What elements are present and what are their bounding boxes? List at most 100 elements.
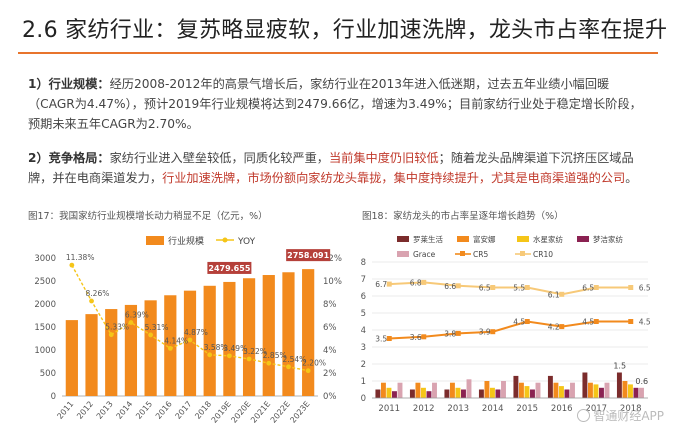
paragraph-competition: 2）竞争格局：家纺行业进入壁垒较低，同质化较严重，当前集中度仍旧较低；随着龙头品…	[28, 148, 652, 188]
yoy-data-label: 6.39%	[125, 311, 149, 320]
bar	[478, 389, 484, 398]
bar	[535, 382, 541, 398]
line-data-label: 6.8	[410, 278, 422, 287]
bar	[397, 382, 403, 398]
yoy-data-label: 5.33%	[105, 323, 129, 332]
x-tick-label: 2012	[413, 404, 435, 414]
y-tick-label: 7	[361, 275, 366, 285]
line-data-label: 3.5	[375, 335, 387, 344]
bar	[65, 320, 78, 396]
yoy-data-label: 4.87%	[184, 328, 208, 337]
bar	[461, 389, 466, 398]
yoy-point	[89, 298, 94, 304]
legend-swatch	[146, 236, 164, 245]
bar	[513, 375, 519, 398]
y-tick-label: 1	[361, 377, 366, 387]
watermark-text: 智通财经APP	[593, 409, 664, 423]
bar	[570, 382, 575, 398]
y2-tick-label: 12%	[323, 254, 342, 264]
line-data-label: 5.5	[513, 284, 525, 293]
yoy-data-label: 5.31%	[145, 323, 169, 332]
line-point	[628, 285, 634, 290]
y2-tick-label: 6%	[323, 323, 337, 333]
bar	[501, 381, 506, 398]
bar	[282, 272, 295, 396]
line-point	[455, 330, 461, 336]
bar	[164, 295, 177, 396]
legend-swatch	[517, 236, 529, 242]
y-tick-label: 8	[361, 258, 366, 268]
bar-callout-box	[207, 261, 252, 274]
y2-tick-label: 8%	[323, 300, 337, 310]
bar	[85, 314, 98, 396]
bar	[432, 382, 437, 398]
series-line	[389, 281, 631, 296]
bar	[455, 387, 461, 398]
yoy-point	[305, 368, 311, 374]
watermark: 智通财经APP	[577, 407, 664, 424]
bar	[262, 275, 275, 396]
x-tick-label: 2013	[447, 404, 469, 414]
y-tick-label: 2000	[34, 300, 56, 310]
legend-marker	[460, 251, 465, 256]
bar	[582, 372, 588, 398]
bar-callout-label: 2479.655	[208, 264, 250, 273]
line-data-label: 4.5	[582, 318, 594, 327]
legend-label: CR5	[473, 250, 488, 259]
bar	[616, 372, 622, 398]
y-tick-label: 6	[361, 292, 366, 302]
legend-swatch	[397, 236, 409, 242]
line-data-label: 6.5	[639, 284, 651, 293]
bar	[375, 389, 381, 398]
bar	[426, 391, 432, 398]
line-data-label: 6.6	[444, 282, 456, 291]
line-point	[386, 281, 392, 287]
bar	[547, 375, 553, 398]
bar	[530, 389, 535, 398]
watermark-logo-icon	[577, 409, 591, 422]
bar	[466, 379, 472, 398]
bar-data-label: 1.5	[613, 362, 626, 371]
yoy-point	[167, 345, 173, 351]
figure17-title: 图17：我国家纺行业规模增长动力稍显不足（亿元，%）	[28, 211, 268, 222]
line-data-label: 6.7	[375, 280, 387, 289]
bar	[386, 387, 392, 398]
x-tick-label: 2017	[585, 404, 607, 414]
y-tick-label: 3000	[34, 254, 56, 264]
yoy-point	[246, 356, 252, 362]
bar	[203, 285, 216, 396]
bar	[599, 387, 604, 398]
bar	[633, 387, 639, 398]
y-tick-label: 1500	[34, 323, 56, 333]
bar-data-label: 0.6	[635, 377, 648, 386]
highlight-text: 行业加速洗牌，市场份额向家纺龙头靠拢，集中度持续提升，尤其是电商渠道强的公司	[162, 171, 626, 185]
line-data-label: 3.6	[410, 333, 422, 342]
line-data-label: 3.8	[444, 329, 456, 338]
line-data-label: 4.5	[513, 318, 525, 327]
bar-callout-box	[286, 249, 331, 262]
bar	[409, 389, 415, 398]
paragraph-label: 1）行业规模：	[28, 77, 110, 91]
yoy-data-label: 2.85%	[263, 351, 287, 360]
bar	[524, 386, 530, 398]
line-point	[559, 291, 565, 297]
y-tick-label: 1000	[34, 346, 56, 356]
bar	[518, 382, 524, 398]
legend-marker	[222, 237, 228, 243]
title-underline	[18, 52, 658, 54]
series-line	[389, 320, 631, 340]
paragraph-text: 。	[625, 171, 638, 185]
y-tick-label: 500	[40, 369, 56, 379]
y-tick-label: 2	[361, 360, 366, 370]
yoy-data-label: 4.14%	[164, 336, 188, 345]
legend-label: YOY	[237, 237, 256, 247]
paragraph-label: 2）竞争格局：	[28, 151, 110, 165]
bar	[489, 387, 495, 398]
paragraph-text: 经历2008-2012年的高景气增长后，家纺行业在2013年进入低迷期，过去五年…	[28, 77, 642, 131]
bar	[484, 381, 490, 398]
line-point	[490, 285, 496, 290]
legend-swatch	[577, 236, 589, 242]
bar	[415, 382, 421, 398]
